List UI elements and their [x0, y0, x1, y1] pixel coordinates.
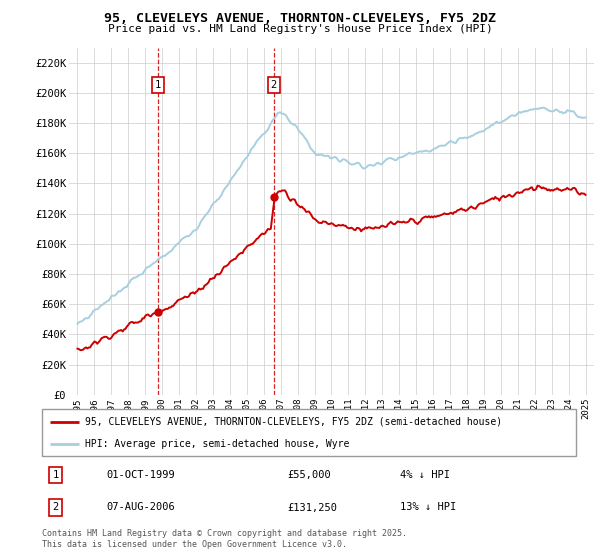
Text: Price paid vs. HM Land Registry's House Price Index (HPI): Price paid vs. HM Land Registry's House …: [107, 24, 493, 34]
Text: Contains HM Land Registry data © Crown copyright and database right 2025.
This d: Contains HM Land Registry data © Crown c…: [42, 529, 407, 549]
Text: £55,000: £55,000: [287, 470, 331, 480]
Text: 2: 2: [52, 502, 58, 512]
Text: 2: 2: [271, 80, 277, 90]
Text: 1: 1: [155, 80, 161, 90]
Text: 07-AUG-2006: 07-AUG-2006: [106, 502, 175, 512]
Text: 95, CLEVELEYS AVENUE, THORNTON-CLEVELEYS, FY5 2DZ: 95, CLEVELEYS AVENUE, THORNTON-CLEVELEYS…: [104, 12, 496, 25]
Text: £131,250: £131,250: [287, 502, 338, 512]
Text: 95, CLEVELEYS AVENUE, THORNTON-CLEVELEYS, FY5 2DZ (semi-detached house): 95, CLEVELEYS AVENUE, THORNTON-CLEVELEYS…: [85, 417, 502, 427]
Text: HPI: Average price, semi-detached house, Wyre: HPI: Average price, semi-detached house,…: [85, 438, 349, 449]
Text: 13% ↓ HPI: 13% ↓ HPI: [400, 502, 456, 512]
Text: 4% ↓ HPI: 4% ↓ HPI: [400, 470, 450, 480]
FancyBboxPatch shape: [42, 409, 576, 456]
Text: 1: 1: [52, 470, 58, 480]
Text: 01-OCT-1999: 01-OCT-1999: [106, 470, 175, 480]
